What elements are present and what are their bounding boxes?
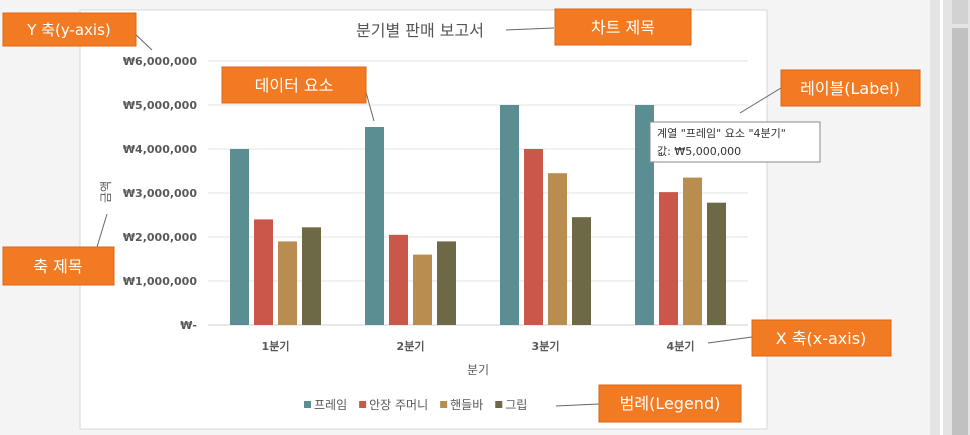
y-tick-label: ₩5,000,000: [123, 99, 197, 112]
scrollbar-thumb[interactable]: [952, 28, 968, 435]
x-tick-label: 3분기: [532, 339, 560, 353]
bar-핸들바-1분기[interactable]: [278, 241, 297, 325]
bar-프레임-3분기[interactable]: [500, 105, 519, 325]
legend: 프레임 안장 주머니 핸들바 그립: [304, 397, 527, 412]
legend-swatch-핸들바: [440, 401, 448, 408]
scrollbar-gutter: [940, 0, 943, 435]
y-tick-label: ₩1,000,000: [123, 275, 197, 288]
y-tick-label: ₩6,000,000: [123, 55, 197, 68]
legend-label-프레임[interactable]: 프레임: [314, 398, 347, 412]
bar-안장 주머니-2분기[interactable]: [389, 234, 408, 325]
callout-x-axis-text: X 축(x-axis): [776, 329, 867, 348]
bar-핸들바-4분기[interactable]: [683, 177, 702, 325]
callout-legend-text: 범례(Legend): [620, 394, 721, 413]
bar-안장 주머니-3분기[interactable]: [524, 149, 543, 325]
legend-label-그립[interactable]: 그립: [505, 398, 527, 412]
tooltip-box: [649, 121, 821, 163]
legend-swatch-그립: [495, 401, 503, 408]
callout-data-element: 데이터 요소: [221, 66, 367, 104]
chart-title: 분기별 판매 보고서: [356, 21, 484, 40]
tooltip-line-2: 값: ₩5,000,000: [657, 145, 741, 158]
bar-프레임-1분기[interactable]: [230, 149, 249, 325]
tooltip-line-1: 계열 "프레임" 요소 "4분기": [657, 127, 786, 140]
callout-legend: 범례(Legend): [598, 384, 742, 423]
callout-axis-title-text: 축 제목: [33, 257, 82, 276]
data-tooltip: 계열 "프레임" 요소 "4분기" 값: ₩5,000,000: [649, 121, 821, 163]
callout-chart-title-text: 차트 제목: [591, 18, 655, 37]
y-tick-label: ₩-: [180, 319, 197, 332]
connector-label: [739, 87, 782, 114]
connector-legend: [555, 403, 600, 407]
bar-안장 주머니-1분기[interactable]: [254, 219, 273, 325]
x-axis-ticks: 1분기 2분기 3분기 4분기: [262, 339, 695, 353]
y-tick-label: ₩2,000,000: [123, 231, 197, 244]
x-tick-label: 2분기: [397, 339, 425, 353]
bar-프레임-4분기[interactable]: [635, 105, 654, 325]
scrollbar-up-area[interactable]: [952, 0, 968, 24]
callout-y-axis-text: Y 축(y-axis): [26, 21, 111, 39]
gridlines: [208, 60, 748, 282]
connector-chart-title: [505, 27, 555, 31]
legend-label-안장 주머니[interactable]: 안장 주머니: [369, 398, 428, 412]
bar-그립-2분기[interactable]: [437, 241, 456, 325]
bar-핸들바-3분기[interactable]: [548, 173, 567, 325]
x-tick-label: 1분기: [262, 339, 290, 353]
y-axis-title: 금액: [99, 181, 113, 203]
callout-y-axis: Y 축(y-axis): [2, 12, 137, 47]
legend-swatch-안장 주머니: [359, 401, 367, 408]
bar-그립-3분기[interactable]: [572, 217, 591, 325]
connector-x-axis: [707, 336, 753, 344]
y-tick-label: ₩4,000,000: [123, 143, 197, 156]
x-tick-label: 4분기: [667, 339, 695, 353]
callout-chart-title: 차트 제목: [554, 8, 692, 46]
bar-안장 주머니-4분기[interactable]: [659, 192, 678, 325]
connector-axis-title: [96, 213, 108, 248]
bar-그립-4분기[interactable]: [707, 202, 726, 325]
legend-label-핸들바[interactable]: 핸들바: [450, 397, 483, 412]
callout-data-element-text: 데이터 요소: [255, 76, 334, 95]
bar-그립-1분기[interactable]: [302, 227, 321, 325]
callout-x-axis: X 축(x-axis): [751, 319, 892, 357]
bar-프레임-2분기[interactable]: [365, 127, 384, 325]
callout-label-text: 레이블(Label): [800, 79, 900, 98]
callout-axis-title: 축 제목: [2, 246, 115, 286]
legend-swatch-프레임: [304, 401, 311, 408]
bars: [230, 105, 726, 325]
y-tick-label: ₩3,000,000: [123, 187, 197, 200]
x-axis-title: 분기: [467, 363, 489, 377]
bar-핸들바-2분기[interactable]: [413, 254, 432, 325]
callout-label: 레이블(Label): [780, 69, 921, 107]
y-axis-ticks: ₩- ₩1,000,000 ₩2,000,000 ₩3,000,000 ₩4,000,0…: [123, 55, 197, 332]
